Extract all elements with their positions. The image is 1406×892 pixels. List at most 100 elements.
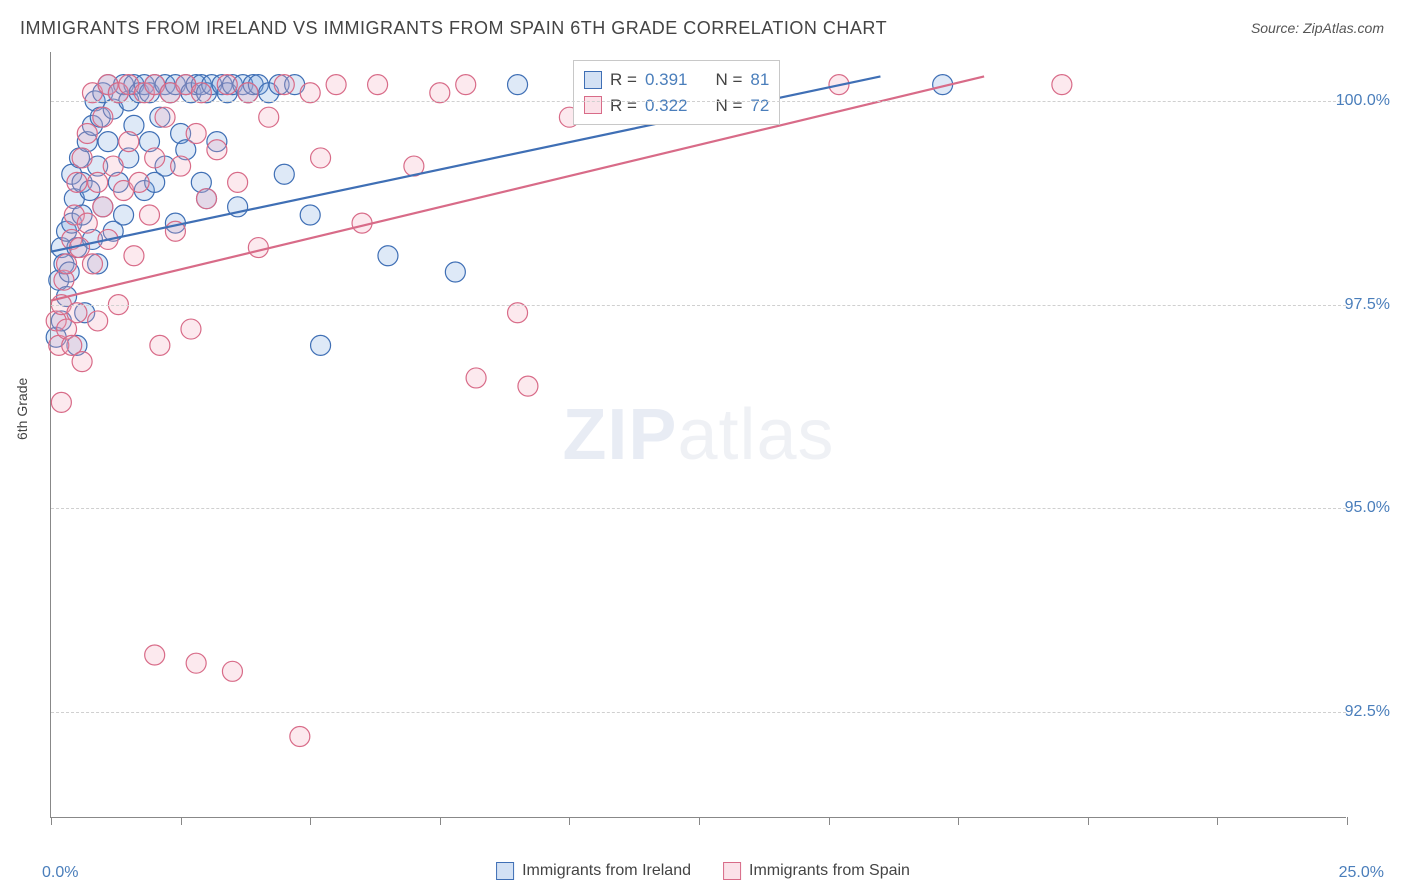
y-axis-label: 6th Grade [14,378,30,440]
data-point [119,132,139,152]
gridline [51,712,1346,713]
data-point [456,75,476,95]
data-point [57,254,77,274]
scatter-svg [51,52,1346,817]
data-point [93,197,113,217]
r-label: R = [610,67,637,93]
data-point [238,83,258,103]
data-point [124,246,144,266]
plot-area: ZIPatlas R =0.391N =81R =0.322N =72 [50,52,1346,818]
r-label: R = [610,93,637,119]
y-tick-label: 95.0% [1345,499,1390,517]
data-point [430,83,450,103]
data-point [155,107,175,127]
y-tick-label: 97.5% [1345,296,1390,314]
data-point [222,661,242,681]
data-point [466,368,486,388]
data-point [67,172,87,192]
data-point [150,335,170,355]
gridline [51,305,1346,306]
data-point [290,727,310,747]
data-point [181,319,201,339]
data-point [518,376,538,396]
x-tick [1217,817,1218,825]
r-value: 0.322 [645,93,688,119]
data-point [197,189,217,209]
data-point [145,645,165,665]
data-point [114,205,134,225]
y-tick-label: 100.0% [1336,92,1390,110]
x-tick [181,817,182,825]
data-point [1052,75,1072,95]
data-point [326,75,346,95]
data-point [217,75,237,95]
data-point [67,303,87,323]
data-point [368,75,388,95]
x-tick [1088,817,1089,825]
gridline [51,101,1346,102]
correlation-chart: IMMIGRANTS FROM IRELAND VS IMMIGRANTS FR… [0,0,1406,892]
x-tick [958,817,959,825]
data-point [378,246,398,266]
r-value: 0.391 [645,67,688,93]
x-tick [310,817,311,825]
data-point [248,238,268,258]
x-tick [1347,817,1348,825]
data-point [508,75,528,95]
data-point [82,254,102,274]
stats-row: R = 0.322 N = 72 [584,93,769,119]
legend-swatch [496,862,514,880]
x-tick [829,817,830,825]
data-point [274,164,294,184]
data-point [445,262,465,282]
data-point [72,148,92,168]
legend-item: Immigrants from Ireland [496,862,691,880]
legend-bottom: Immigrants from Ireland Immigrants from S… [496,862,910,880]
data-point [508,303,528,323]
n-value: 81 [750,67,769,93]
trend-line [51,76,984,300]
chart-title: IMMIGRANTS FROM IRELAND VS IMMIGRANTS FR… [20,18,887,39]
x-tick [699,817,700,825]
data-point [77,123,97,143]
data-point [171,156,191,176]
series-swatch [584,96,602,114]
data-point [300,83,320,103]
data-point [311,148,331,168]
data-point [228,172,248,192]
data-point [93,107,113,127]
data-point [88,311,108,331]
data-point [77,213,97,233]
data-point [259,107,279,127]
source-attribution: Source: ZipAtlas.com [1251,20,1384,36]
stats-row: R = 0.391 N = 81 [584,67,769,93]
x-tick [569,817,570,825]
data-point [311,335,331,355]
data-point [300,205,320,225]
legend-label: Immigrants from Spain [749,862,910,880]
data-point [186,123,206,143]
gridline [51,508,1346,509]
x-tick-last: 25.0% [1339,864,1384,882]
data-point [139,205,159,225]
y-tick-label: 92.5% [1345,703,1390,721]
data-point [191,83,211,103]
x-tick [440,817,441,825]
n-value: 72 [750,93,769,119]
data-point [129,172,149,192]
data-point [207,140,227,160]
legend-item: Immigrants from Spain [723,862,910,880]
data-point [186,653,206,673]
x-tick [51,817,52,825]
legend-label: Immigrants from Ireland [522,862,691,880]
data-point [88,172,108,192]
data-point [103,156,123,176]
data-point [98,132,118,152]
stats-legend-box: R = 0.391 N = 81 R = 0.322 N = 72 [573,60,780,125]
data-point [51,392,71,412]
series-swatch [584,71,602,89]
n-label: N = [715,67,742,93]
data-point [274,75,294,95]
n-label: N = [715,93,742,119]
legend-swatch [723,862,741,880]
